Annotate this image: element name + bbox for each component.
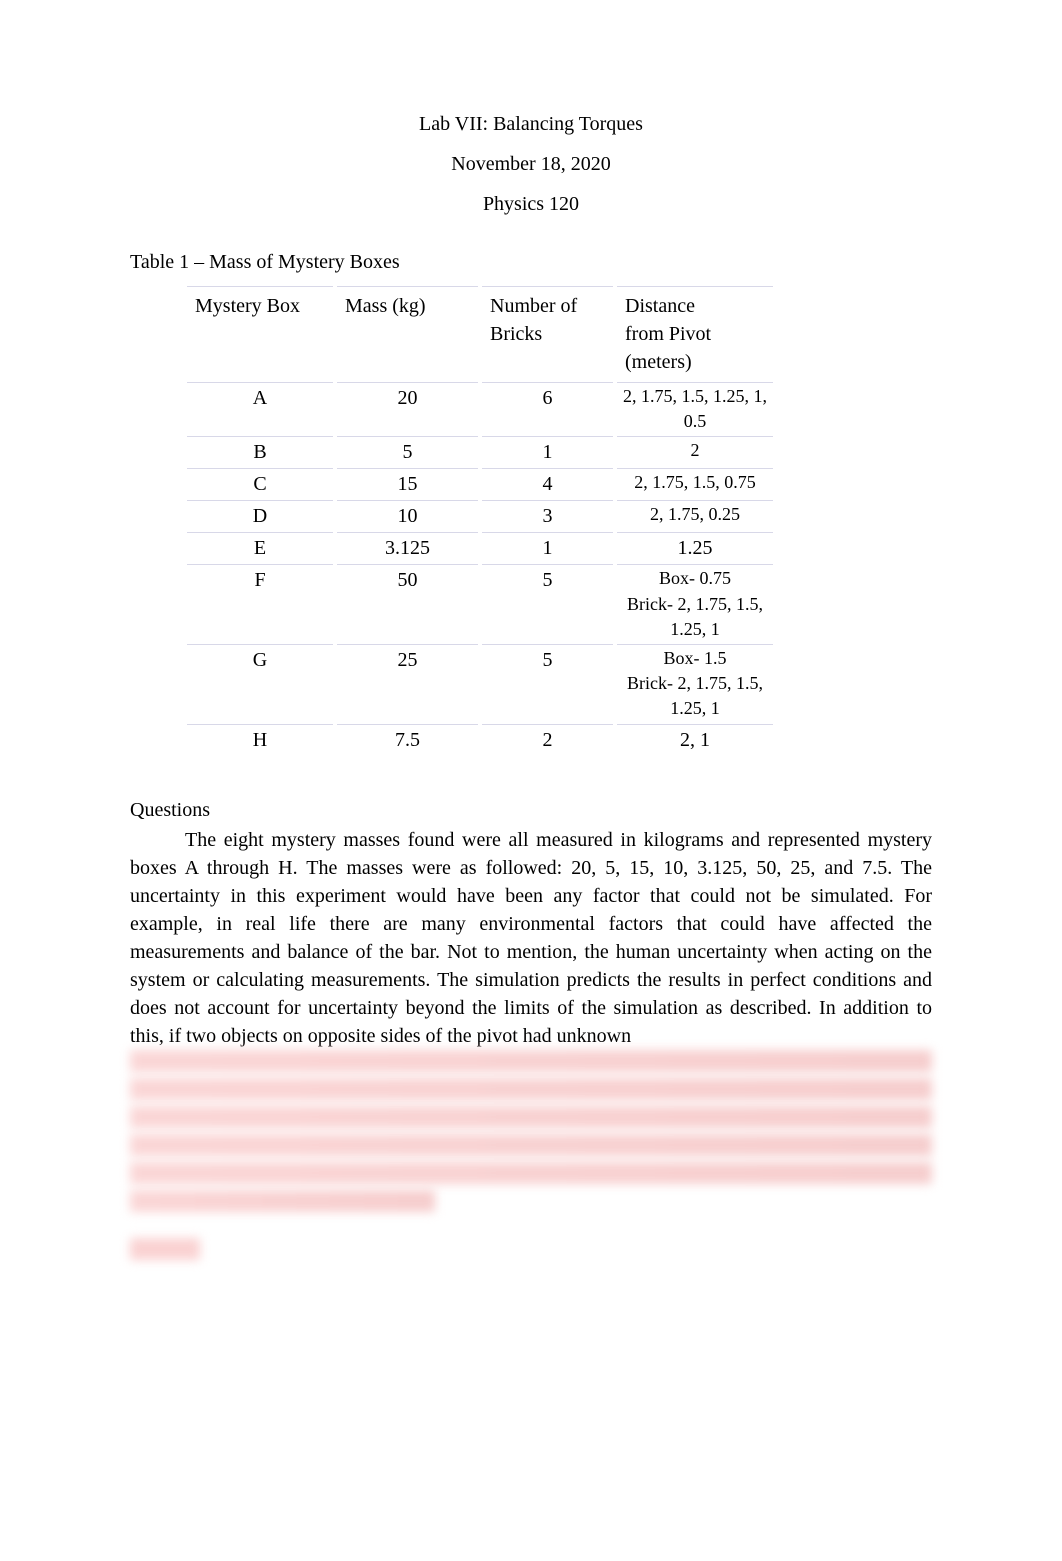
col-distance-line2: from Pivot [625,323,711,345]
blurred-line [130,1106,932,1128]
cell-mass: 5 [335,436,480,468]
col-mass: Mass (kg) [335,286,480,382]
blurred-line [130,1190,435,1212]
cell-distance: 1.25 [615,532,775,564]
results-heading-blurred [130,1238,200,1260]
questions-text: The eight mystery masses found were all … [130,829,932,1047]
cell-box: A [185,382,335,436]
cell-mass: 3.125 [335,532,480,564]
table-row: B512 [185,436,775,468]
table-header-row: Mystery Box Mass (kg) Number of Bricks D… [185,286,775,382]
cell-bricks: 4 [480,468,615,500]
blurred-line [130,1134,932,1156]
cell-distance: 2, 1.75, 1.5, 0.75 [615,468,775,500]
col-distance: Distance from Pivot (meters) [615,286,775,382]
document-header: Lab VII: Balancing Torques November 18, … [130,110,932,218]
cell-bricks: 6 [480,382,615,436]
blurred-line [130,1050,932,1072]
cell-bricks: 5 [480,644,615,724]
table-row: E3.12511.25 [185,532,775,564]
cell-mass: 15 [335,468,480,500]
cell-box: E [185,532,335,564]
cell-bricks: 1 [480,532,615,564]
cell-distance: 2, 1.75, 1.5, 1.25, 1, 0.5 [615,382,775,436]
col-bricks-line1: Number of [490,295,577,317]
cell-mass: 50 [335,564,480,644]
cell-distance: 2 [615,436,775,468]
table-body: A2062, 1.75, 1.5, 1.25, 1, 0.5B512C1542,… [185,382,775,756]
cell-bricks: 3 [480,500,615,532]
cell-bricks: 2 [480,724,615,756]
table-row: H7.522, 1 [185,724,775,756]
cell-distance: Box- 0.75Brick- 2, 1.75, 1.5, 1.25, 1 [615,564,775,644]
col-mystery-box: Mystery Box [185,286,335,382]
questions-heading: Questions [130,796,932,824]
table-caption: Table 1 – Mass of Mystery Boxes [130,248,932,276]
col-bricks-line2: Bricks [490,323,542,345]
cell-box: C [185,468,335,500]
lab-date: November 18, 2020 [130,150,932,178]
col-distance-line1: Distance [625,295,695,317]
cell-distance: Box- 1.5Brick- 2, 1.75, 1.5, 1.25, 1 [615,644,775,724]
mystery-box-table: Mystery Box Mass (kg) Number of Bricks D… [185,286,775,756]
col-bricks: Number of Bricks [480,286,615,382]
cell-box: G [185,644,335,724]
blurred-line [130,1162,932,1184]
table-container: Mystery Box Mass (kg) Number of Bricks D… [130,286,932,756]
cell-distance: 2, 1 [615,724,775,756]
table-row: C1542, 1.75, 1.5, 0.75 [185,468,775,500]
cell-box: H [185,724,335,756]
cell-bricks: 5 [480,564,615,644]
questions-body: The eight mystery masses found were all … [130,826,932,1050]
cell-mass: 25 [335,644,480,724]
table-row: F505Box- 0.75Brick- 2, 1.75, 1.5, 1.25, … [185,564,775,644]
cell-mass: 7.5 [335,724,480,756]
cell-box: B [185,436,335,468]
table-row: G255Box- 1.5Brick- 2, 1.75, 1.5, 1.25, 1 [185,644,775,724]
cell-distance: 2, 1.75, 0.25 [615,500,775,532]
table-row: D1032, 1.75, 0.25 [185,500,775,532]
cell-mass: 10 [335,500,480,532]
cell-box: D [185,500,335,532]
lab-title: Lab VII: Balancing Torques [130,110,932,138]
blurred-line [130,1078,932,1100]
blurred-region [130,1050,932,1260]
cell-box: F [185,564,335,644]
cell-bricks: 1 [480,436,615,468]
lab-course: Physics 120 [130,190,932,218]
cell-mass: 20 [335,382,480,436]
col-distance-line3: (meters) [625,351,692,373]
table-row: A2062, 1.75, 1.5, 1.25, 1, 0.5 [185,382,775,436]
